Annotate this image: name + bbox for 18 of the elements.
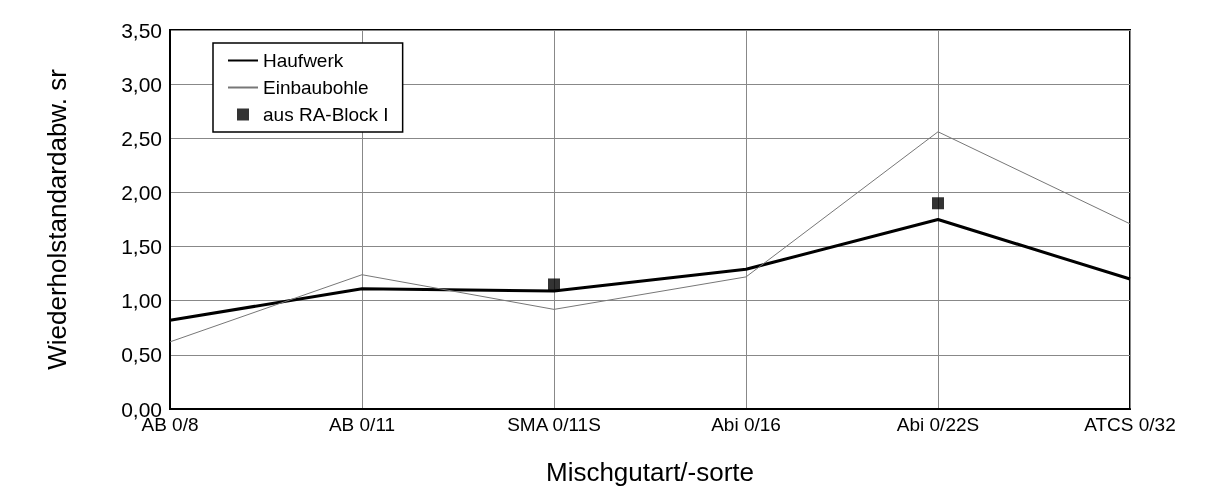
line-series: [169, 131, 1131, 343]
y-tick-label: 2,00: [121, 180, 162, 204]
x-tick-label: Abi 0/22S: [896, 414, 980, 435]
y-axis-title: Wiederholstandardabw. sr: [42, 68, 72, 370]
x-axis-title: Mischgutart/-sorte: [545, 457, 755, 487]
legend-label: Haufwerk: [263, 50, 344, 71]
x-tick-label: Abi 0/16: [711, 414, 781, 435]
y-tick-label: 2,50: [121, 126, 162, 150]
x-tick-label: SMA 0/11S: [507, 414, 601, 435]
y-tick-label: 3,50: [121, 18, 162, 42]
legend-label: aus RA-Block I: [263, 104, 389, 125]
x-tick-label: ATCS 0/32: [1084, 414, 1176, 435]
y-tick-label: 0,50: [121, 343, 162, 367]
y-tick-label: 1,00: [121, 289, 162, 313]
x-tick-label: AB 0/11: [328, 414, 396, 435]
legend-label: Einbaubohle: [263, 77, 369, 98]
y-tick-label: 3,00: [121, 72, 162, 96]
y-tick-label: 1,50: [121, 235, 162, 259]
